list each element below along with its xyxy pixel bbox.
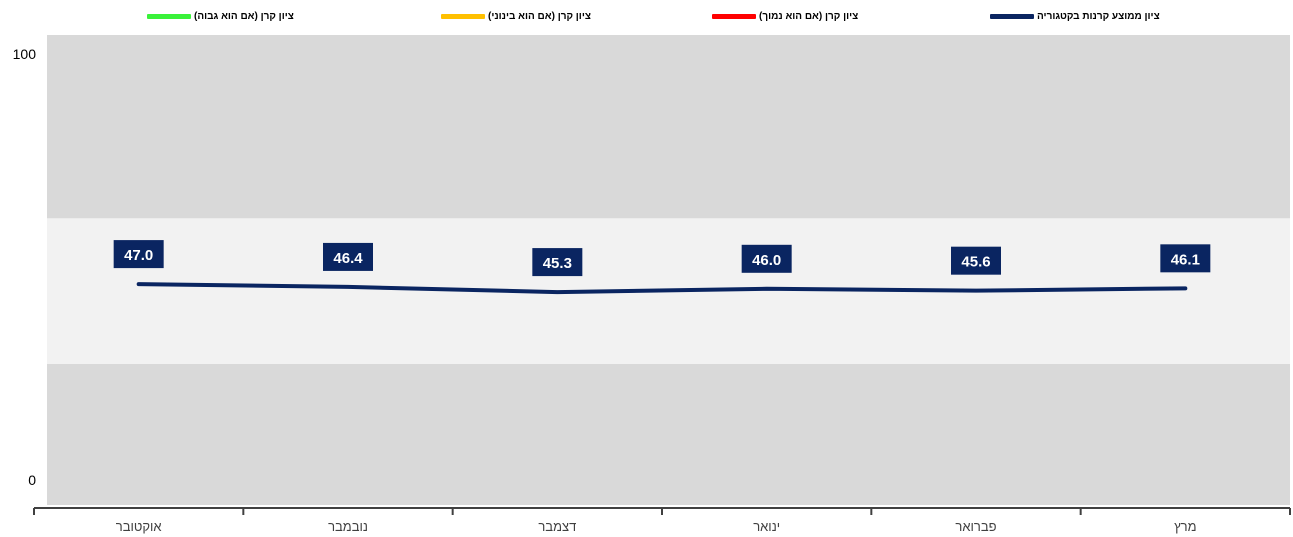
legend-item: ציון קרן (אם הוא בינוני) [441,9,591,23]
data-label: 45.3 [543,255,572,272]
data-label: 45.6 [961,254,990,271]
data-label-box [113,240,164,269]
line-swatch-icon [147,13,191,19]
data-label: 47.0 [124,247,153,264]
chart-legend: ציון ממוצע קרנות בקטגוריה ציון קרן (אם הו… [0,0,1293,36]
legend-label: ציון קרן (אם הוא בינוני) [488,10,591,22]
data-label-box [951,246,1001,275]
line-swatch-icon [990,13,1034,19]
data-label: 46.0 [752,252,781,269]
line-swatch-icon [441,13,485,19]
legend-label: ציון קרן (אם הוא נמוך) [759,10,859,22]
score-band-0 [47,364,1290,505]
data-label: 46.4 [333,250,363,267]
x-category-label: דצמבר [538,519,576,534]
y-tick-label: 100 [13,46,37,62]
x-category-label: מרץ [1174,519,1196,534]
data-label-box [1160,244,1211,273]
score-band-2 [47,35,1290,219]
x-category-label: ינואר [753,519,780,534]
legend-item: ציון ממוצע קרנות בקטגוריה [990,9,1160,23]
x-category-label: פברואר [955,519,996,534]
x-category-label: אוקטובר [116,519,162,534]
y-tick-label: 0 [28,472,36,488]
legend-item: ציון קרן (אם הוא גבוה) [147,9,294,23]
data-label-box [323,242,373,271]
series-line [136,282,1188,295]
data-label-box [741,244,792,273]
legend-label: ציון ממוצע קרנות בקטגוריה [1037,10,1160,22]
legend-label: ציון קרן (אם הוא גבוה) [194,10,294,22]
legend-item: ציון קרן (אם הוא נמוך) [712,9,858,23]
x-category-label: נובמבר [328,519,368,534]
line-swatch-icon [712,13,756,19]
data-label: 46.1 [1171,251,1200,268]
data-label-box [532,248,583,277]
